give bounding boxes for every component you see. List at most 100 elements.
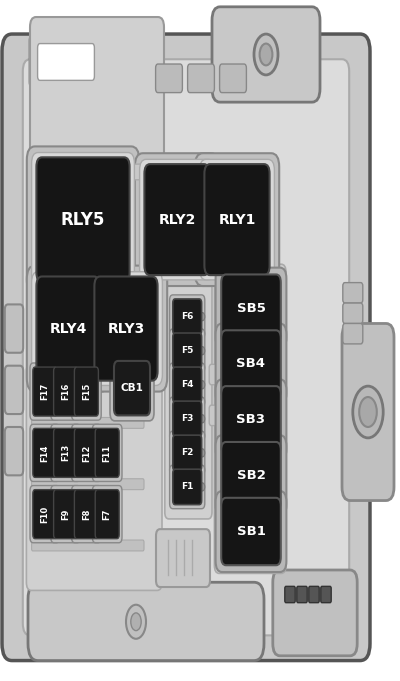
FancyBboxPatch shape	[173, 299, 202, 334]
FancyBboxPatch shape	[144, 164, 210, 275]
FancyBboxPatch shape	[30, 363, 60, 420]
FancyBboxPatch shape	[321, 586, 331, 603]
Circle shape	[254, 34, 278, 75]
FancyBboxPatch shape	[33, 428, 57, 477]
Circle shape	[200, 483, 205, 491]
FancyBboxPatch shape	[30, 17, 164, 392]
FancyBboxPatch shape	[5, 304, 23, 353]
FancyBboxPatch shape	[114, 361, 150, 415]
FancyBboxPatch shape	[214, 264, 286, 573]
Circle shape	[200, 381, 205, 389]
FancyBboxPatch shape	[173, 469, 202, 505]
Text: F11: F11	[103, 444, 112, 462]
Text: F2: F2	[181, 448, 193, 458]
FancyBboxPatch shape	[173, 435, 202, 471]
FancyBboxPatch shape	[170, 431, 205, 475]
FancyBboxPatch shape	[54, 490, 78, 539]
FancyBboxPatch shape	[32, 540, 144, 551]
FancyBboxPatch shape	[173, 367, 202, 402]
FancyBboxPatch shape	[156, 529, 210, 587]
Text: RLY3: RLY3	[107, 321, 145, 336]
FancyBboxPatch shape	[285, 586, 295, 603]
FancyBboxPatch shape	[90, 272, 162, 385]
FancyBboxPatch shape	[51, 363, 80, 420]
Text: F13: F13	[61, 444, 70, 462]
Text: RLY2: RLY2	[158, 212, 196, 227]
FancyBboxPatch shape	[195, 153, 279, 286]
Text: F7: F7	[103, 509, 112, 520]
FancyBboxPatch shape	[309, 586, 319, 603]
FancyBboxPatch shape	[30, 424, 60, 481]
FancyBboxPatch shape	[342, 323, 394, 501]
FancyBboxPatch shape	[221, 274, 281, 342]
Circle shape	[131, 613, 141, 631]
Text: F10: F10	[40, 505, 49, 523]
Circle shape	[260, 44, 272, 65]
FancyBboxPatch shape	[30, 34, 104, 89]
FancyBboxPatch shape	[38, 44, 94, 80]
FancyBboxPatch shape	[33, 490, 57, 539]
FancyBboxPatch shape	[95, 428, 119, 477]
FancyBboxPatch shape	[170, 465, 205, 509]
FancyBboxPatch shape	[72, 424, 101, 481]
Text: F16: F16	[61, 383, 70, 400]
FancyBboxPatch shape	[2, 34, 370, 661]
FancyBboxPatch shape	[209, 405, 225, 426]
FancyBboxPatch shape	[94, 276, 158, 381]
Text: F4: F4	[181, 380, 194, 390]
FancyBboxPatch shape	[212, 7, 320, 102]
Circle shape	[353, 386, 383, 438]
FancyBboxPatch shape	[273, 570, 357, 656]
FancyBboxPatch shape	[74, 428, 98, 477]
Text: RLY1: RLY1	[218, 212, 256, 227]
FancyBboxPatch shape	[170, 397, 205, 441]
FancyBboxPatch shape	[220, 64, 246, 93]
Circle shape	[200, 347, 205, 355]
Text: RLY5: RLY5	[61, 210, 105, 229]
Circle shape	[200, 449, 205, 457]
FancyBboxPatch shape	[216, 323, 286, 405]
FancyBboxPatch shape	[221, 330, 281, 398]
Circle shape	[359, 397, 377, 427]
FancyBboxPatch shape	[51, 486, 80, 543]
FancyBboxPatch shape	[130, 164, 146, 180]
FancyBboxPatch shape	[343, 303, 363, 323]
FancyBboxPatch shape	[135, 153, 219, 286]
FancyBboxPatch shape	[32, 272, 104, 385]
FancyBboxPatch shape	[5, 366, 23, 414]
FancyBboxPatch shape	[165, 281, 212, 519]
FancyBboxPatch shape	[32, 417, 144, 428]
FancyBboxPatch shape	[27, 266, 109, 392]
Text: SB2: SB2	[236, 469, 266, 482]
FancyBboxPatch shape	[343, 323, 363, 344]
FancyBboxPatch shape	[188, 64, 214, 93]
Circle shape	[200, 415, 205, 423]
FancyBboxPatch shape	[54, 428, 78, 477]
FancyBboxPatch shape	[26, 363, 162, 590]
FancyBboxPatch shape	[74, 490, 98, 539]
FancyBboxPatch shape	[173, 333, 202, 368]
FancyBboxPatch shape	[32, 153, 134, 287]
FancyBboxPatch shape	[23, 59, 349, 635]
FancyBboxPatch shape	[28, 582, 264, 661]
FancyBboxPatch shape	[110, 355, 154, 421]
FancyBboxPatch shape	[343, 283, 363, 303]
Text: F12: F12	[82, 444, 91, 462]
FancyBboxPatch shape	[297, 586, 307, 603]
FancyBboxPatch shape	[32, 479, 144, 490]
FancyBboxPatch shape	[72, 363, 101, 420]
Text: F6: F6	[181, 312, 193, 321]
Circle shape	[126, 605, 146, 639]
FancyBboxPatch shape	[33, 367, 57, 416]
FancyBboxPatch shape	[216, 491, 286, 572]
Text: RLY4: RLY4	[49, 321, 87, 336]
Text: F5: F5	[181, 346, 193, 355]
Text: SB3: SB3	[236, 413, 266, 426]
Text: F8: F8	[82, 509, 91, 520]
Text: CB1: CB1	[120, 383, 144, 393]
Text: F15: F15	[82, 383, 91, 400]
FancyBboxPatch shape	[221, 386, 281, 454]
FancyBboxPatch shape	[170, 329, 205, 373]
FancyBboxPatch shape	[216, 379, 286, 460]
Text: SB1: SB1	[236, 525, 266, 538]
